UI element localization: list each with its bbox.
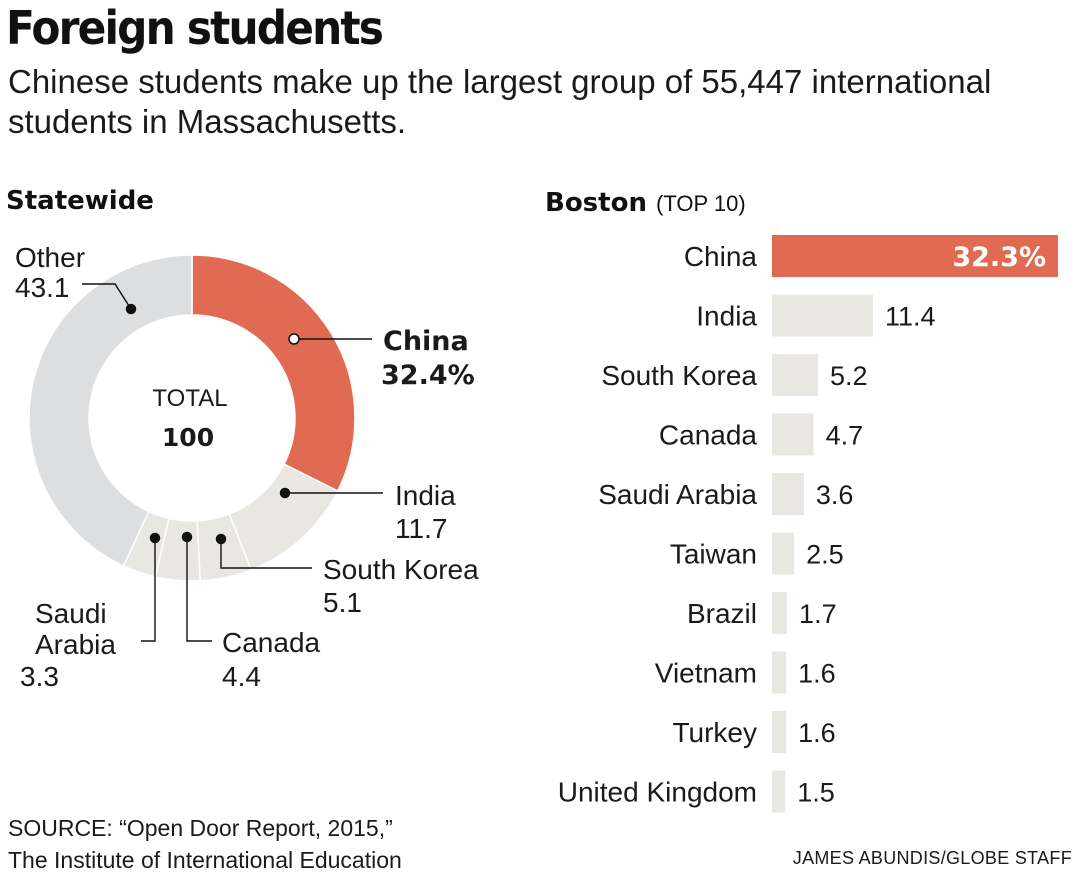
bar-turkey [772, 711, 787, 753]
leader-line-saudi-arabia [141, 538, 156, 642]
slice-label-canada: Canada [222, 627, 321, 658]
bar-value-china: 32.3% [952, 242, 1046, 273]
slice-value-china: 32.4% [381, 360, 475, 391]
bar-brazil [772, 592, 788, 634]
boston-heading-text: Boston [545, 188, 647, 218]
leader-dot-india [279, 487, 291, 499]
bar-value-united-kingdom: 1.5 [797, 778, 835, 808]
bar-value-south-korea: 5.2 [830, 361, 868, 391]
leader-dot-other [125, 303, 137, 315]
bar-taiwan [772, 532, 795, 575]
bar-label-turkey: Turkey [672, 717, 757, 748]
leader-dot-south-korea [215, 533, 227, 545]
donut-center-value: 100 [162, 423, 214, 452]
bar-value-india: 11.4 [885, 302, 936, 332]
bar-label-china: China [684, 241, 758, 272]
bar-value-turkey: 1.6 [798, 718, 836, 748]
bar-label-brazil: Brazil [687, 598, 757, 629]
donut-slice-other [28, 254, 193, 567]
slice-label-china: China [383, 326, 469, 357]
boston-heading: Boston (TOP 10) [545, 188, 746, 219]
bar-china [772, 235, 1058, 277]
bar-label-saudi-arabia: Saudi Arabia [598, 479, 757, 510]
slice-value-saudi-arabia: 3.3 [20, 661, 59, 692]
slice-label-south-korea: South Korea [323, 554, 479, 585]
source-note: SOURCE: “Open Door Report, 2015,” The In… [8, 812, 402, 876]
bar-canada [772, 413, 814, 456]
chart-title: Foreign students [6, 1, 384, 55]
slice-label-other: Other [15, 242, 85, 273]
slice-value-south-korea: 5.1 [323, 587, 362, 618]
slice-label-india: India [395, 480, 456, 511]
bar-value-taiwan: 2.5 [806, 540, 844, 570]
leader-dot-saudi-arabia [149, 532, 161, 544]
leader-line-canada [186, 537, 212, 642]
bar-label-taiwan: Taiwan [670, 539, 757, 570]
bar-value-vietnam: 1.6 [798, 659, 836, 689]
donut-slice-china [191, 254, 356, 493]
bar-label-south-korea: South Korea [601, 360, 757, 391]
slice-value-other: 43.1 [15, 272, 70, 303]
bar-saudi-arabia [772, 473, 804, 515]
leader-line-south-korea [220, 539, 312, 569]
boston-heading-note: (TOP 10) [656, 191, 746, 216]
bar-value-saudi-arabia: 3.6 [816, 480, 854, 510]
bar-united-kingdom [772, 770, 786, 813]
slice-value-canada: 4.4 [222, 661, 261, 692]
statewide-heading: Statewide [6, 186, 154, 216]
bar-label-canada: Canada [659, 420, 758, 451]
donut-center-label: TOTAL [152, 385, 227, 412]
slice-label-saudi-arabia-line1: Saudi [35, 598, 107, 629]
leader-dot-china [288, 333, 300, 345]
slice-label-saudi-arabia-line2: Arabia [35, 629, 116, 660]
bar-label-india: India [696, 301, 757, 332]
source-line-2: The Institute of International Education [8, 847, 402, 873]
bar-value-brazil: 1.7 [799, 599, 837, 629]
bar-value-canada: 4.7 [826, 421, 864, 451]
slice-value-india: 11.7 [395, 513, 447, 544]
bar-label-united-kingdom: United Kingdom [558, 777, 757, 808]
chart-subtitle: Chinese students make up the largest gro… [8, 63, 992, 140]
source-line-1: SOURCE: “Open Door Report, 2015,” [8, 815, 393, 841]
bar-vietnam [772, 651, 787, 694]
leader-dot-canada [181, 531, 193, 543]
bar-india [772, 294, 873, 337]
leader-line-other [82, 283, 132, 310]
bar-label-vietnam: Vietnam [655, 658, 757, 689]
credit-line: JAMES ABUNDIS/GLOBE STAFF [792, 848, 1072, 868]
bar-south-korea [772, 354, 819, 396]
